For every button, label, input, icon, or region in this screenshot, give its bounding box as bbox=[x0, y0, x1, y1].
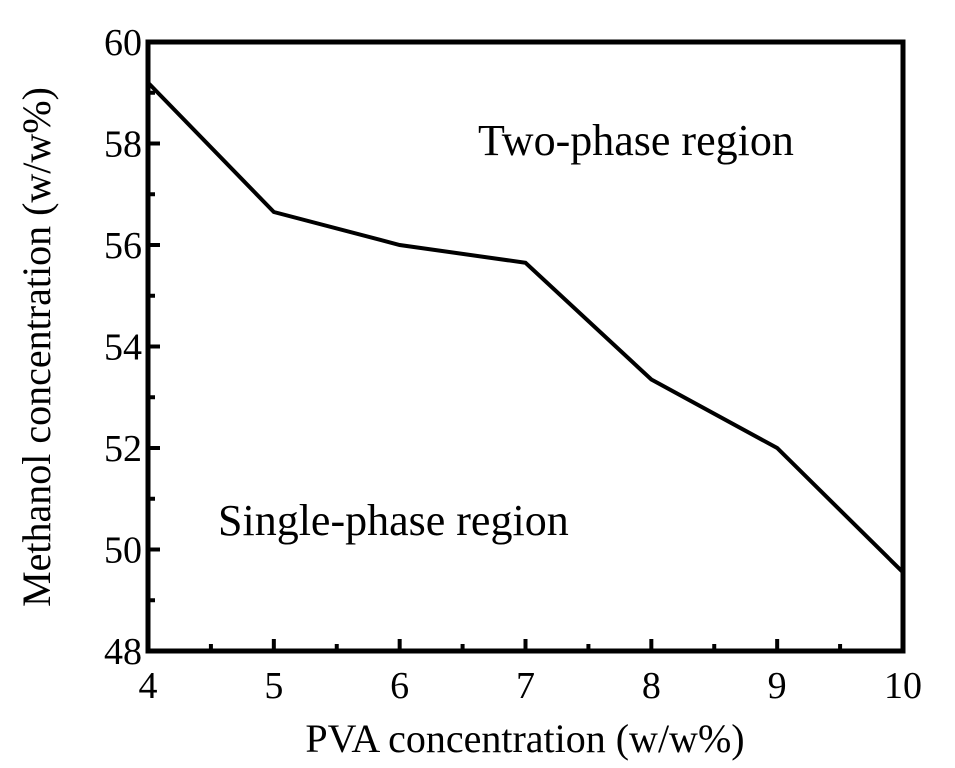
x-tick-label: 7 bbox=[516, 665, 535, 707]
x-tick-label: 6 bbox=[390, 665, 409, 707]
y-tick-label: 54 bbox=[104, 327, 142, 369]
y-tick-label: 58 bbox=[104, 124, 142, 166]
y-tick-label: 56 bbox=[104, 225, 142, 267]
series-line bbox=[146, 81, 905, 574]
x-tick-label: 10 bbox=[884, 665, 922, 707]
annotation-two-phase: Two-phase region bbox=[478, 116, 794, 165]
x-tick-label: 8 bbox=[642, 665, 661, 707]
y-tick-label: 50 bbox=[104, 530, 142, 572]
x-tick-label: 5 bbox=[264, 665, 283, 707]
x-tick-label: 9 bbox=[768, 665, 787, 707]
annotation-single-phase: Single-phase region bbox=[218, 496, 569, 545]
x-axis-label: PVA concentration (w/w%) bbox=[305, 716, 744, 761]
y-tick-label: 48 bbox=[104, 631, 142, 673]
y-axis-label: Methanol concentration (w/w%) bbox=[14, 87, 59, 607]
y-tick-label: 60 bbox=[104, 22, 142, 64]
x-tick-label: 4 bbox=[139, 665, 158, 707]
plot-frame bbox=[145, 39, 906, 654]
y-tick-label: 52 bbox=[104, 428, 142, 470]
